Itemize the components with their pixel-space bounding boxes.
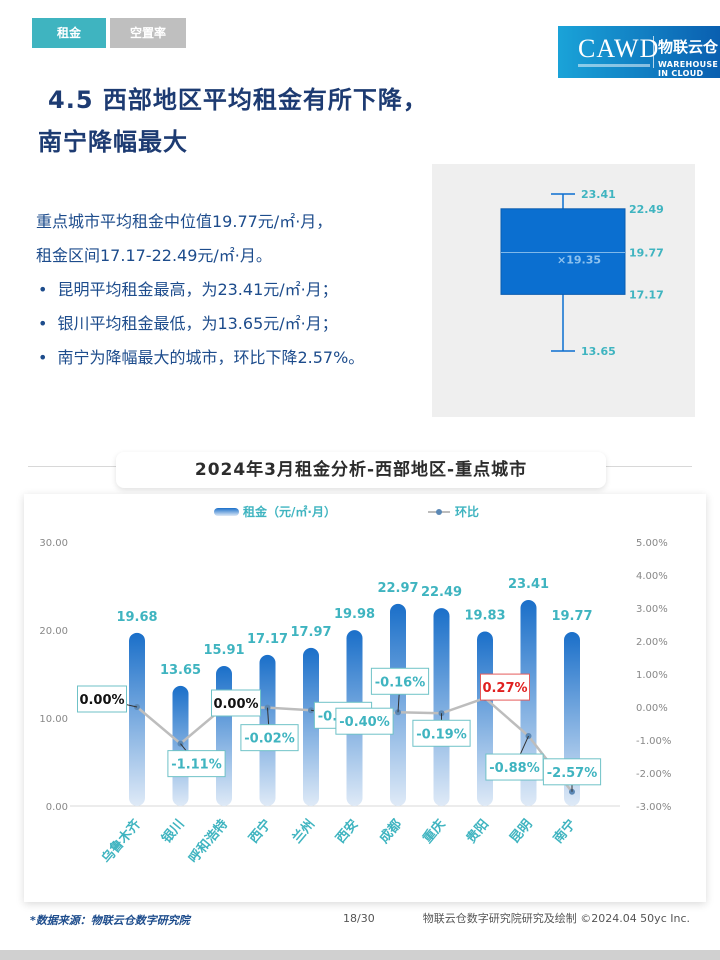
mom-label-box bbox=[370, 667, 430, 695]
bar-value-label: 15.91 bbox=[203, 643, 244, 658]
bar bbox=[216, 665, 232, 806]
mom-label-box bbox=[167, 750, 226, 778]
y-right-tick-label: -3.00% bbox=[636, 802, 671, 813]
summary-bullet: 银川平均租金最低，为13.65元/㎡·月； bbox=[36, 307, 364, 341]
boxplot: 23.41 22.49 19.77 ×19.35 17.17 13.65 bbox=[500, 188, 664, 358]
legend-line-marker bbox=[436, 509, 442, 515]
page-title-line1: 4.5 西部地区平均租金有所下降， bbox=[48, 86, 428, 114]
bar-value-label: 23.41 bbox=[508, 577, 549, 592]
x-tick-label: 南宁 bbox=[550, 816, 579, 846]
box-iqr bbox=[500, 208, 626, 295]
section-title: 2024年3月租金分析-西部地区-重点城市 bbox=[116, 452, 606, 488]
logo-underline bbox=[578, 64, 650, 67]
y-right-tick-label: -2.00% bbox=[636, 769, 671, 780]
y-right-tick-label: 3.00% bbox=[636, 604, 668, 615]
mom-value-label: -0.02% bbox=[244, 732, 295, 747]
summary-bullet: 南宁为降幅最大的城市，环比下降2.57%。 bbox=[36, 341, 364, 375]
summary-bullet: 昆明平均租金最高，为23.41元/㎡·月； bbox=[36, 273, 364, 307]
bar bbox=[129, 632, 145, 806]
legend-bar-swatch bbox=[214, 508, 239, 516]
brand-logo: CAWD 物联云仓 WAREHOUSE IN CLOUD bbox=[558, 26, 720, 78]
mom-value-label: -2.57% bbox=[547, 766, 598, 781]
bar bbox=[303, 647, 319, 806]
y-right-tick-label: 5.00% bbox=[636, 538, 668, 549]
mom-label-box bbox=[335, 707, 394, 735]
mom-label-box bbox=[485, 753, 544, 781]
x-tick-label: 贵阳 bbox=[463, 816, 492, 846]
summary-line1: 重点城市平均租金中位值19.77元/㎡·月， bbox=[36, 212, 333, 231]
bottom-strip bbox=[0, 950, 720, 960]
box-label-q1: 17.17 bbox=[629, 288, 664, 301]
mom-value-label: 0.00% bbox=[213, 697, 258, 712]
logo-cn: 物联云仓 bbox=[658, 38, 719, 56]
mom-point bbox=[308, 707, 314, 714]
bar-value-label: 22.97 bbox=[377, 581, 418, 596]
x-tick-label: 西安 bbox=[333, 816, 362, 846]
x-tick-label: 重庆 bbox=[420, 816, 449, 846]
y-left-tick-label: 30.00 bbox=[39, 538, 68, 549]
x-tick-label: 兰州 bbox=[289, 816, 318, 846]
mom-value-label: -0.40% bbox=[339, 715, 390, 730]
y-right-tick-label: -1.00% bbox=[636, 736, 671, 747]
mom-point bbox=[395, 709, 401, 716]
summary-text: 重点城市平均租金中位值19.77元/㎡·月， 租金区间17.17-22.49元/… bbox=[36, 205, 364, 375]
mom-label-box bbox=[480, 673, 530, 701]
mom-value-label: -0.88% bbox=[489, 761, 540, 776]
legend-line-label: 环比 bbox=[455, 504, 479, 519]
box-label-min: 13.65 bbox=[581, 345, 616, 358]
mom-value-label: -1.11% bbox=[171, 758, 222, 773]
logo-divider bbox=[653, 36, 654, 68]
bar-value-label: 22.49 bbox=[421, 585, 462, 600]
bar-value-label: 19.98 bbox=[334, 607, 375, 622]
tab-vacancy-rate[interactable]: 空置率 bbox=[110, 18, 186, 48]
y-left-tick-label: 0.00 bbox=[46, 802, 68, 813]
mom-value-label: -0.19% bbox=[416, 727, 467, 742]
tab-rent[interactable]: 租金 bbox=[32, 18, 106, 48]
bar-value-label: 19.77 bbox=[551, 609, 592, 624]
y-right-tick-label: 0.00% bbox=[636, 703, 668, 714]
box-label-mean: ×19.35 bbox=[557, 253, 601, 266]
mom-label-box bbox=[542, 758, 602, 786]
x-tick-label: 乌鲁木齐 bbox=[98, 816, 144, 867]
mom-label-box bbox=[77, 685, 127, 713]
logo-cawd: CAWD bbox=[578, 34, 660, 63]
mom-label-box bbox=[211, 689, 261, 717]
y-right-tick-label: 2.00% bbox=[636, 637, 668, 648]
mom-value-label: 0.00% bbox=[79, 693, 124, 708]
x-tick-label: 呼和浩特 bbox=[185, 816, 231, 866]
mom-point bbox=[525, 733, 532, 740]
boxplot-panel: 23.41 22.49 19.77 ×19.35 17.17 13.65 bbox=[432, 164, 695, 417]
y-right-tick-label: 1.00% bbox=[636, 670, 668, 681]
bar-value-label: 17.97 bbox=[290, 625, 331, 640]
bar bbox=[433, 608, 450, 806]
bar-value-label: 19.68 bbox=[116, 610, 157, 625]
page-number: 18/30 bbox=[343, 912, 375, 925]
x-tick-label: 银川 bbox=[159, 816, 188, 846]
logo-en: WAREHOUSE IN CLOUD bbox=[658, 60, 719, 78]
bar-value-label: 13.65 bbox=[160, 663, 201, 678]
copyright: 物联云仓数字研究院研究及绘制 ©2024.04 50yc Inc. bbox=[422, 912, 690, 925]
box-label-max: 23.41 bbox=[581, 188, 616, 201]
mom-value-label: -0.16% bbox=[375, 675, 426, 690]
chart-panel: 0.00 10.00 20.00 30.00 -3.00% -2.00% -1.00% 0.0… bbox=[24, 494, 706, 902]
summary-line2: 租金区间17.17-22.49元/㎡·月。 bbox=[36, 246, 272, 265]
x-tick-label: 昆明 bbox=[507, 816, 536, 846]
bar-value-label: 19.83 bbox=[464, 608, 505, 623]
mom-value-label: 0.27% bbox=[482, 681, 527, 696]
data-source: *数据来源：物联云仓数字研究院 bbox=[30, 914, 190, 927]
rent-chart: 0.00 10.00 20.00 30.00 -3.00% -2.00% -1.00% 0.0… bbox=[39, 504, 671, 867]
mom-label-box bbox=[412, 719, 471, 747]
box-label-median: 19.77 bbox=[629, 247, 664, 260]
x-tick-label: 西宁 bbox=[246, 816, 275, 846]
page-title-line2: 南宁降幅最大 bbox=[38, 128, 188, 156]
x-tick-label: 成都 bbox=[376, 816, 405, 846]
bar-value-label: 17.17 bbox=[247, 632, 288, 647]
y-left-tick-label: 20.00 bbox=[39, 626, 68, 637]
mom-label-box bbox=[240, 724, 299, 752]
y-left-tick-label: 10.00 bbox=[39, 714, 68, 725]
box-label-q3: 22.49 bbox=[629, 203, 664, 216]
y-right-tick-label: 4.00% bbox=[636, 571, 668, 582]
legend-bar-label: 租金（元/㎡·月） bbox=[243, 504, 336, 519]
